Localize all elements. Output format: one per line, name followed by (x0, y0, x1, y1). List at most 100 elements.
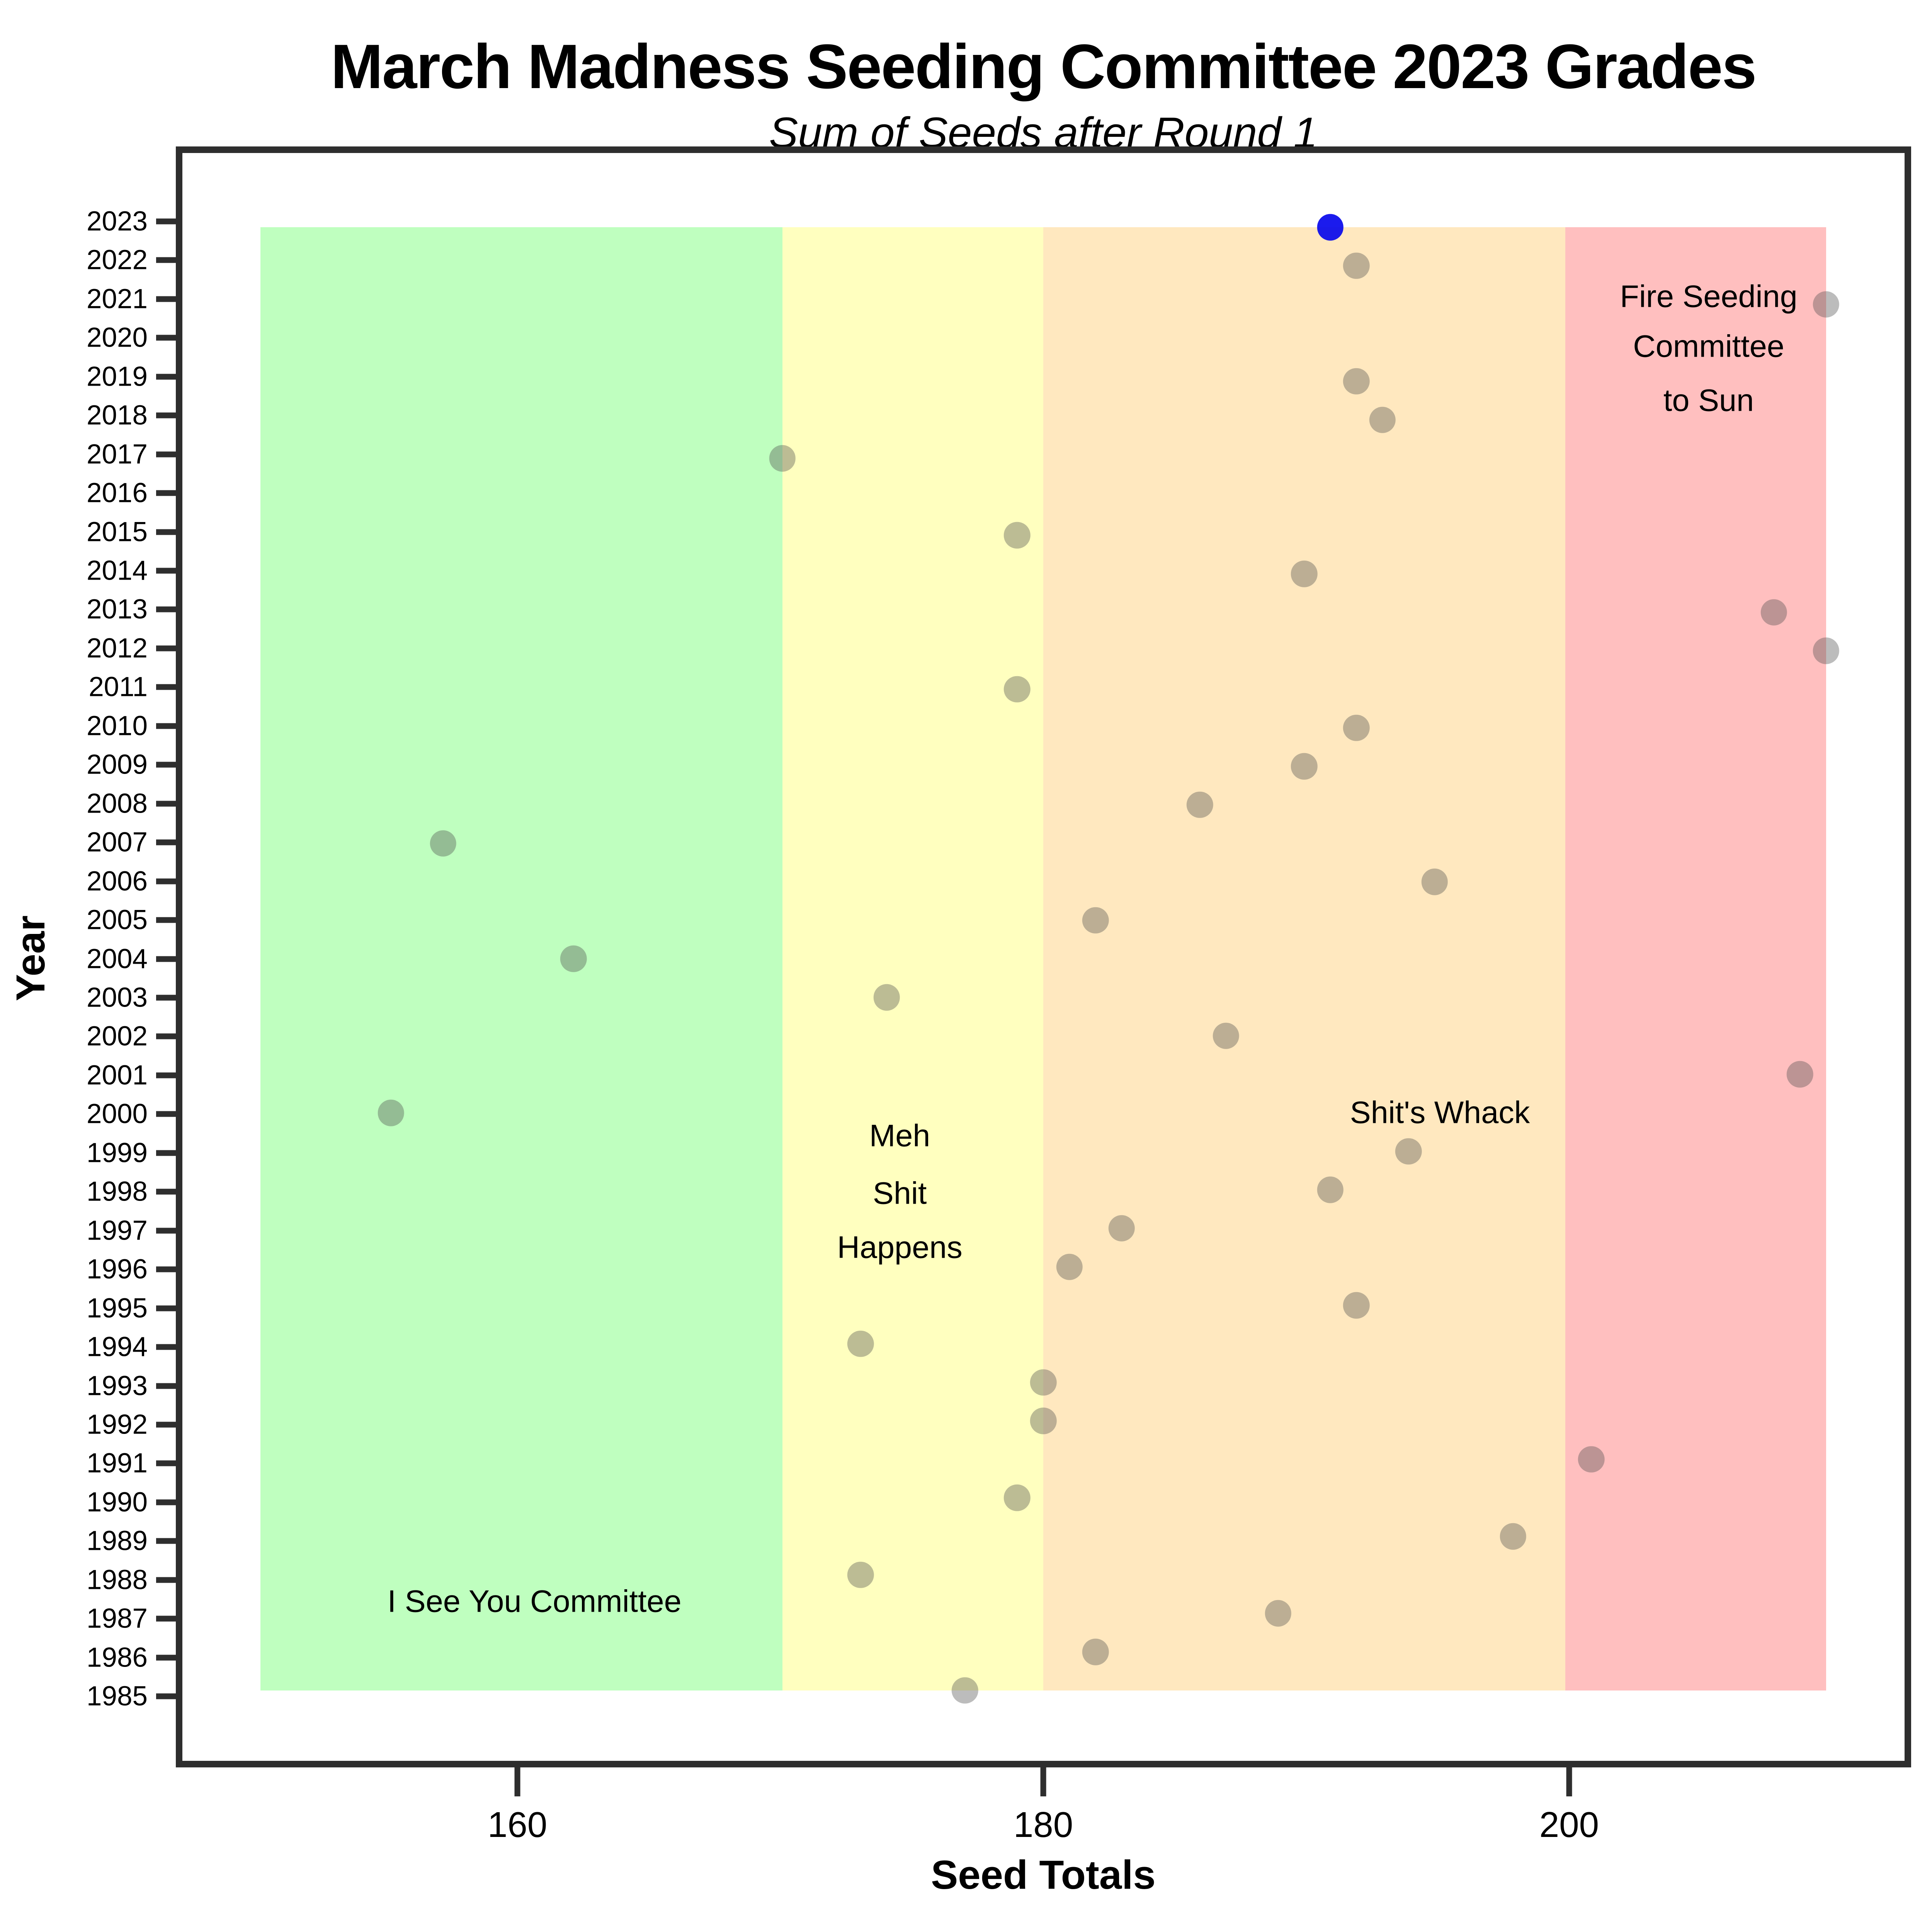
y-tick-1999 (156, 1150, 176, 1156)
y-tick-label-2004: 2004 (87, 944, 148, 975)
data-point-2000 (378, 1099, 404, 1126)
y-tick-2008 (156, 801, 176, 807)
y-tick-label-1996: 1996 (87, 1254, 148, 1285)
y-tick-label-2002: 2002 (87, 1021, 148, 1052)
y-tick-2018 (156, 412, 176, 418)
y-tick-label-2016: 2016 (87, 478, 148, 509)
y-tick-2004 (156, 956, 176, 962)
y-tick-label-2021: 2021 (87, 284, 148, 315)
data-point-2021 (1813, 291, 1840, 318)
y-tick-2007 (156, 839, 176, 845)
y-tick-label-1985: 1985 (87, 1681, 148, 1712)
data-point-2013 (1760, 599, 1787, 626)
y-tick-label-1989: 1989 (87, 1526, 148, 1556)
data-point-1993 (1030, 1369, 1057, 1396)
y-tick-label-2007: 2007 (87, 827, 148, 858)
y-tick-label-1995: 1995 (87, 1293, 148, 1324)
y-tick-1993 (156, 1383, 176, 1389)
data-point-1989 (1500, 1523, 1526, 1550)
data-point-2006 (1421, 868, 1448, 895)
y-tick-label-2023: 2023 (87, 206, 148, 237)
data-point-2008 (1186, 791, 1213, 818)
data-point-2004 (560, 946, 587, 972)
y-tick-2013 (156, 606, 176, 612)
red-zone-label: to Sun (1663, 383, 1754, 418)
data-point-2014 (1291, 560, 1318, 587)
data-point-2003 (873, 984, 900, 1011)
y-tick-label-1993: 1993 (87, 1371, 148, 1401)
plot-area: I See You Committee Meh Shit Happens Shit's … (175, 146, 1911, 1767)
chart-title: March Madness Seeding Committee 2023 Gra… (330, 32, 1757, 102)
data-point-1987 (1265, 1600, 1292, 1627)
y-tick-label-1998: 1998 (87, 1176, 148, 1207)
y-tick-2006 (156, 878, 176, 884)
y-tick-2015 (156, 529, 176, 535)
y-tick-2020 (156, 335, 176, 341)
y-tick-label-2013: 2013 (87, 594, 148, 625)
y-tick-2000 (156, 1111, 176, 1117)
y-tick-label-2009: 2009 (87, 749, 148, 780)
y-tick-2019 (156, 374, 176, 380)
data-point-1994 (847, 1330, 874, 1357)
orange-zone-band (1043, 227, 1565, 1690)
x-tick-label-200: 200 (1539, 1804, 1599, 1845)
y-tick-label-2022: 2022 (87, 245, 148, 276)
orange-zone-label: Shit's Whack (1350, 1095, 1530, 1130)
y-tick-2003 (156, 995, 176, 1001)
y-tick-label-1987: 1987 (87, 1603, 148, 1634)
data-point-2022 (1343, 252, 1370, 279)
data-point-1999 (1395, 1138, 1422, 1165)
y-tick-2011 (156, 684, 176, 690)
x-axis-title: Seed Totals (931, 1852, 1156, 1898)
y-tick-1997 (156, 1228, 176, 1234)
y-tick-1998 (156, 1189, 176, 1195)
y-tick-label-2019: 2019 (87, 361, 148, 392)
x-tick-180 (1040, 1767, 1046, 1796)
y-tick-label-2020: 2020 (87, 322, 148, 353)
data-point-2023 (1317, 214, 1344, 241)
y-tick-2014 (156, 568, 176, 574)
data-point-2005 (1082, 907, 1109, 934)
y-tick-label-1994: 1994 (87, 1332, 148, 1362)
y-tick-label-2000: 2000 (87, 1099, 148, 1129)
y-tick-1991 (156, 1460, 176, 1466)
y-tick-1985 (156, 1693, 176, 1699)
data-point-2017 (769, 445, 796, 472)
y-tick-2005 (156, 917, 176, 923)
y-tick-label-2012: 2012 (87, 633, 148, 664)
data-point-2015 (1004, 522, 1031, 549)
y-tick-label-2005: 2005 (87, 905, 148, 935)
data-point-1986 (1082, 1638, 1109, 1665)
data-point-1996 (1056, 1253, 1083, 1280)
red-zone-band (1565, 227, 1826, 1690)
y-tick-1987 (156, 1616, 176, 1622)
y-tick-label-2017: 2017 (87, 439, 148, 470)
y-tick-1996 (156, 1266, 176, 1272)
data-point-1988 (847, 1561, 874, 1588)
y-tick-label-2006: 2006 (87, 866, 148, 897)
data-point-2019 (1343, 368, 1370, 395)
data-point-1997 (1108, 1215, 1135, 1242)
y-tick-label-1992: 1992 (87, 1409, 148, 1440)
y-tick-1989 (156, 1538, 176, 1544)
yellow-zone-label: Meh (869, 1118, 930, 1153)
y-tick-label-1990: 1990 (87, 1487, 148, 1518)
data-point-1985 (952, 1677, 978, 1704)
y-tick-label-2010: 2010 (87, 711, 148, 742)
y-axis-title: Year (8, 915, 53, 1001)
y-tick-label-2018: 2018 (87, 400, 148, 431)
yellow-zone-label: Happens (837, 1230, 963, 1265)
data-point-2002 (1213, 1022, 1239, 1049)
data-point-2018 (1369, 406, 1396, 433)
x-tick-160 (514, 1767, 520, 1796)
y-tick-2022 (156, 257, 176, 263)
y-tick-2016 (156, 490, 176, 496)
yellow-zone-band (782, 227, 1043, 1690)
y-tick-1992 (156, 1422, 176, 1428)
y-tick-label-2011: 2011 (88, 672, 148, 702)
x-tick-label-180: 180 (1013, 1804, 1073, 1845)
y-tick-2012 (156, 645, 176, 651)
y-tick-2009 (156, 762, 176, 768)
data-point-1992 (1030, 1407, 1057, 1434)
y-tick-label-1999: 1999 (87, 1138, 148, 1168)
